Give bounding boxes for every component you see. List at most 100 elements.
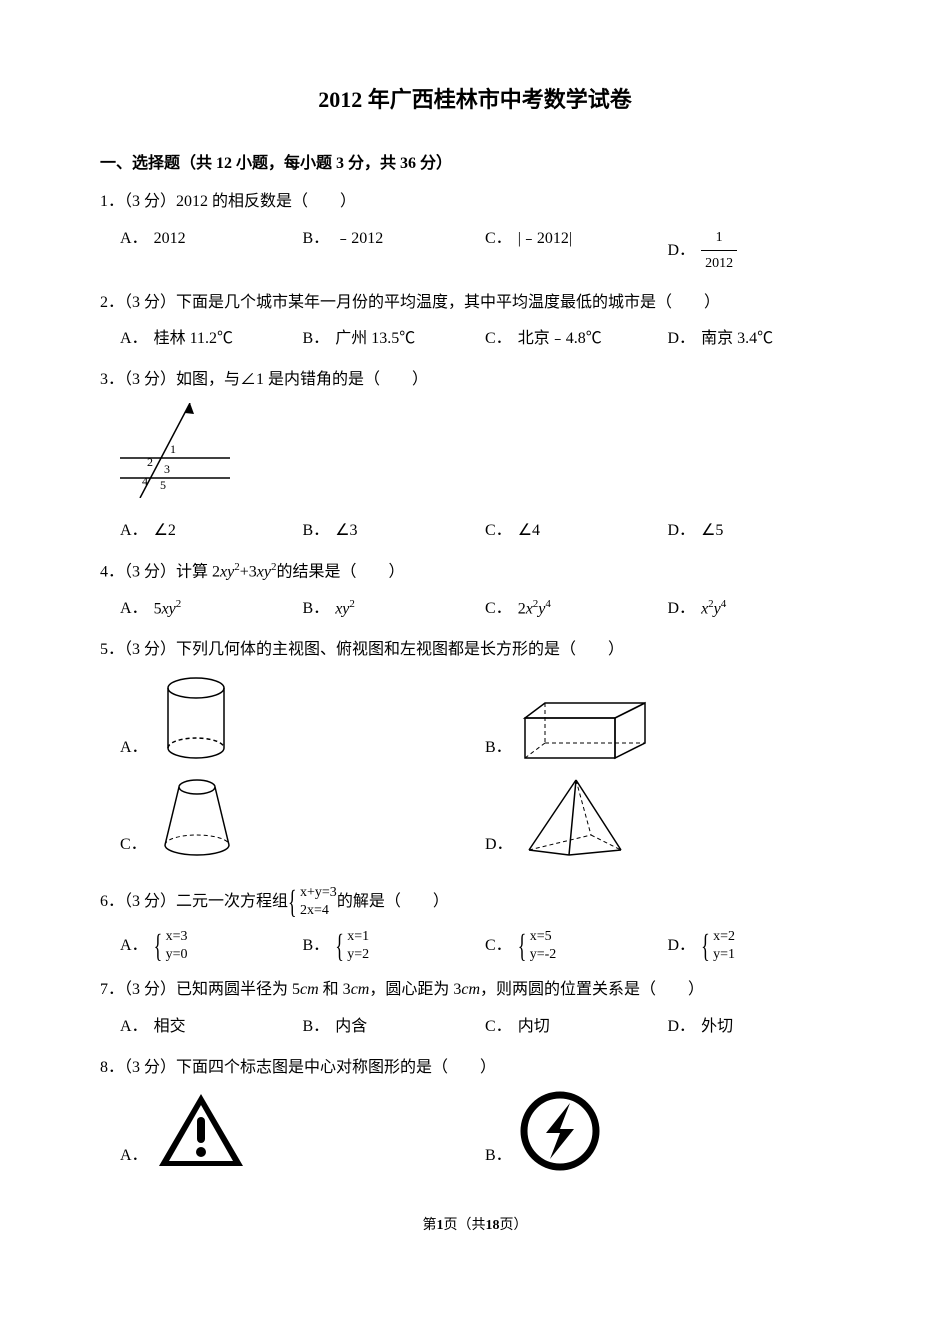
option-value: 2012 <box>154 230 186 247</box>
q8-text: 8．（3 分）下面四个标志图是中心对称图形的是（ ） <box>100 1054 850 1083</box>
option-label: A． <box>120 600 148 617</box>
q8-options: A． B． <box>100 1091 850 1183</box>
exp: 2 <box>349 598 355 610</box>
q6-option-d: D． x=2y=1 <box>668 928 851 964</box>
page-footer: 第1页（共18页） <box>100 1213 850 1238</box>
question-6: 6．（3 分）二元一次方程组x+y=32x=4的解是（ ） A． x=3y=0 B… <box>100 884 850 965</box>
question-7: 7．（3 分）已知两圆半径为 5cm 和 3cm，圆心距为 3cm，则两圆的位置… <box>100 976 850 1042</box>
eq-row: y=-2 <box>530 946 557 964</box>
q7-option-b: B．内含 <box>303 1013 486 1042</box>
question-8: 8．（3 分）下面四个标志图是中心对称图形的是（ ） A． B． <box>100 1054 850 1183</box>
option-label: A． <box>120 330 148 347</box>
unit-cm: cm <box>461 981 480 998</box>
equation-system: x=2y=1 <box>701 928 735 964</box>
equation-system: x=5y=-2 <box>518 928 557 964</box>
q3-option-b: B． ∠3 <box>303 517 486 546</box>
option-label: A． <box>120 230 148 247</box>
eq-row: x=1 <box>347 928 369 946</box>
section-1-header: 一、选择题（共 12 小题，每小题 3 分，共 36 分） <box>100 150 850 179</box>
option-label: D． <box>668 522 696 539</box>
q2-option-d: D．南京 3.4℃ <box>668 325 851 354</box>
q2-option-c: C．北京﹣4.8℃ <box>485 325 668 354</box>
svg-text:2: 2 <box>147 455 153 469</box>
coef: 5 <box>154 600 162 617</box>
q4-text-mid: +3 <box>240 563 257 580</box>
option-label: C． <box>485 937 512 954</box>
option-label: D． <box>485 831 513 860</box>
footer-mid: 页（共 <box>444 1218 486 1233</box>
eq-row: x=3 <box>166 928 188 946</box>
option-label: A． <box>120 522 148 539</box>
option-label: C． <box>485 522 512 539</box>
pyramid-icon <box>521 775 631 860</box>
q1-text: 1．（3 分）2012 的相反数是（ ） <box>100 188 850 217</box>
q6-text-suffix: 的解是（ ） <box>337 892 449 909</box>
footer-suffix: 页） <box>500 1218 528 1233</box>
q7-options: A．相交 B．内含 C．内切 D． 外切 <box>100 1013 850 1042</box>
eq-row: y=0 <box>166 946 188 964</box>
q4-text-suffix: 的结果是（ ） <box>276 563 404 580</box>
option-label: D． <box>668 1018 696 1035</box>
q1-option-d: D．12012 <box>668 225 851 276</box>
q7-option-c: C．内切 <box>485 1013 668 1042</box>
option-value: 相交 <box>154 1018 186 1035</box>
eq-row: y=1 <box>713 946 735 964</box>
lightning-circle-icon <box>520 1091 600 1171</box>
option-label: D． <box>668 937 696 954</box>
q2-option-b: B． 广州 13.5℃ <box>303 325 486 354</box>
eq-row: x=5 <box>530 928 557 946</box>
q4-text-prefix: 4．（3 分）计算 2 <box>100 563 220 580</box>
question-4: 4．（3 分）计算 2xy2+3xy2的结果是（ ） A．5xy2 B．xy2 … <box>100 558 850 624</box>
q4-text: 4．（3 分）计算 2xy2+3xy2的结果是（ ） <box>100 558 850 587</box>
angle-diagram-icon: 1 2 3 4 5 <box>120 403 230 498</box>
q6-option-b: B．x=1y=2 <box>303 928 486 964</box>
option-label: C． <box>485 1018 512 1035</box>
q7-option-a: A．相交 <box>120 1013 303 1042</box>
equation-system: x=1y=2 <box>335 928 369 964</box>
option-label: A． <box>120 1142 148 1171</box>
equation-system: x=3y=0 <box>154 928 188 964</box>
option-value: ﹣2012 <box>335 230 383 247</box>
option-label: B． <box>303 600 330 617</box>
var-y: y <box>714 600 721 617</box>
option-label: C． <box>485 230 512 247</box>
svg-text:1: 1 <box>170 442 176 456</box>
equation-system: x+y=32x=4 <box>288 884 337 920</box>
question-2: 2．（3 分）下面是几个城市某年一月份的平均温度，其中平均温度最低的城市是（ ）… <box>100 289 850 355</box>
q6-text-prefix: 6．（3 分）二元一次方程组 <box>100 892 288 909</box>
cylinder-icon <box>156 673 236 763</box>
eq-row: 2x=4 <box>300 902 337 920</box>
exam-title: 2012 年广西桂林市中考数学试卷 <box>100 80 850 120</box>
q8-option-a: A． <box>120 1091 485 1171</box>
q7-text-mid: 和 3 <box>319 981 351 998</box>
var-xy: xy <box>257 563 271 580</box>
svg-text:5: 5 <box>160 478 166 492</box>
q1-option-c: C． |﹣2012| <box>485 225 668 276</box>
denominator: 2012 <box>701 251 737 276</box>
q3-option-a: A．∠2 <box>120 517 303 546</box>
q7-text: 7．（3 分）已知两圆半径为 5cm 和 3cm，圆心距为 3cm，则两圆的位置… <box>100 976 850 1005</box>
option-label: C． <box>485 600 512 617</box>
q3-option-d: D．∠5 <box>668 517 851 546</box>
fraction: 12012 <box>701 225 737 276</box>
svg-text:3: 3 <box>164 462 170 476</box>
option-label: B． <box>303 522 330 539</box>
option-label: B． <box>303 330 330 347</box>
option-value: 广州 13.5℃ <box>335 330 415 347</box>
q3-text: 3．（3 分）如图，与∠1 是内错角的是（ ） <box>100 366 850 395</box>
coef: 2 <box>518 600 526 617</box>
q3-option-c: C．∠4 <box>485 517 668 546</box>
option-value: 桂林 11.2℃ <box>154 330 233 347</box>
option-value: 外切 <box>701 1018 733 1035</box>
current-page: 1 <box>437 1218 444 1233</box>
option-label: A． <box>120 937 148 954</box>
q4-option-b: B．xy2 <box>303 595 486 624</box>
option-value: ∠3 <box>335 522 357 539</box>
q1-options: A．2012 B．﹣2012 C．|﹣2012| D．12012 <box>100 225 850 276</box>
q8-option-b: B． <box>485 1091 850 1171</box>
warning-triangle-icon <box>156 1091 246 1171</box>
var-xy: xy <box>162 600 176 617</box>
option-value: |﹣2012| <box>518 230 572 247</box>
frustum-icon <box>155 775 240 860</box>
q3-figure: 1 2 3 4 5 <box>120 403 850 509</box>
